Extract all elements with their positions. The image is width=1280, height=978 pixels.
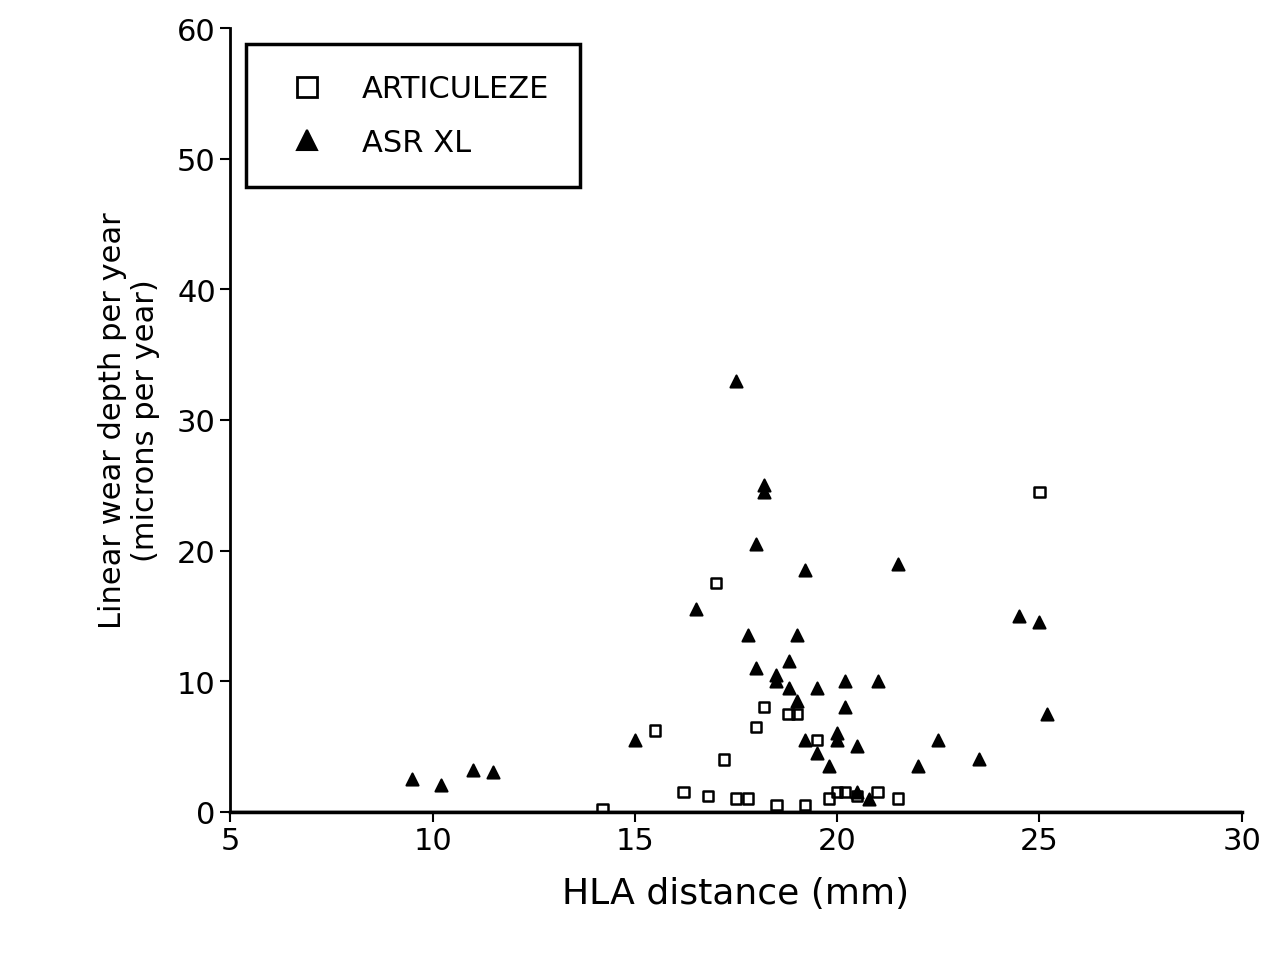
ARTICULEZE	[778, 706, 799, 722]
ASR XL	[835, 674, 855, 689]
ASR XL	[806, 745, 827, 761]
ASR XL	[827, 733, 847, 748]
ARTICULEZE	[714, 752, 735, 768]
ASR XL	[1037, 706, 1057, 722]
ARTICULEZE	[1029, 484, 1050, 500]
ARTICULEZE	[705, 576, 726, 592]
ARTICULEZE	[795, 797, 815, 813]
ASR XL	[463, 762, 484, 778]
ARTICULEZE	[847, 788, 868, 804]
ASR XL	[786, 628, 806, 644]
ASR XL	[746, 537, 767, 553]
ARTICULEZE	[746, 719, 767, 734]
ASR XL	[795, 733, 815, 748]
ASR XL	[402, 772, 422, 787]
ASR XL	[887, 556, 908, 572]
ASR XL	[835, 699, 855, 715]
ASR XL	[778, 654, 799, 670]
ASR XL	[847, 738, 868, 754]
ARTICULEZE	[673, 784, 694, 800]
ARTICULEZE	[868, 784, 888, 800]
ASR XL	[806, 680, 827, 695]
Y-axis label: Linear wear depth per year
(microns per year): Linear wear depth per year (microns per …	[97, 212, 160, 629]
ASR XL	[1009, 608, 1029, 624]
ASR XL	[430, 778, 451, 793]
ARTICULEZE	[887, 791, 908, 807]
ASR XL	[767, 674, 787, 689]
ASR XL	[1029, 615, 1050, 631]
ASR XL	[483, 765, 503, 780]
ARTICULEZE	[737, 791, 758, 807]
ASR XL	[819, 758, 840, 774]
ARTICULEZE	[645, 723, 666, 738]
ARTICULEZE	[806, 733, 827, 748]
ASR XL	[969, 752, 989, 768]
ASR XL	[726, 374, 746, 389]
ARTICULEZE	[726, 791, 746, 807]
X-axis label: HLA distance (mm): HLA distance (mm)	[562, 876, 910, 911]
ARTICULEZE	[1110, 0, 1130, 11]
ARTICULEZE	[819, 791, 840, 807]
ASR XL	[767, 667, 787, 683]
ASR XL	[847, 784, 868, 800]
ASR XL	[737, 628, 758, 644]
ASR XL	[859, 791, 879, 807]
ASR XL	[786, 693, 806, 709]
ASR XL	[827, 726, 847, 741]
ASR XL	[778, 680, 799, 695]
ARTICULEZE	[754, 699, 774, 715]
ARTICULEZE	[786, 706, 806, 722]
Legend: ARTICULEZE, ASR XL: ARTICULEZE, ASR XL	[246, 45, 580, 188]
ARTICULEZE	[593, 801, 613, 817]
ARTICULEZE	[698, 788, 718, 804]
ASR XL	[908, 758, 928, 774]
ARTICULEZE	[767, 797, 787, 813]
ASR XL	[928, 733, 948, 748]
ASR XL	[754, 484, 774, 500]
ARTICULEZE	[835, 784, 855, 800]
ASR XL	[795, 562, 815, 578]
ARTICULEZE	[827, 784, 847, 800]
ASR XL	[685, 601, 705, 617]
ASR XL	[868, 674, 888, 689]
ASR XL	[625, 733, 645, 748]
ASR XL	[754, 478, 774, 494]
ASR XL	[746, 660, 767, 676]
